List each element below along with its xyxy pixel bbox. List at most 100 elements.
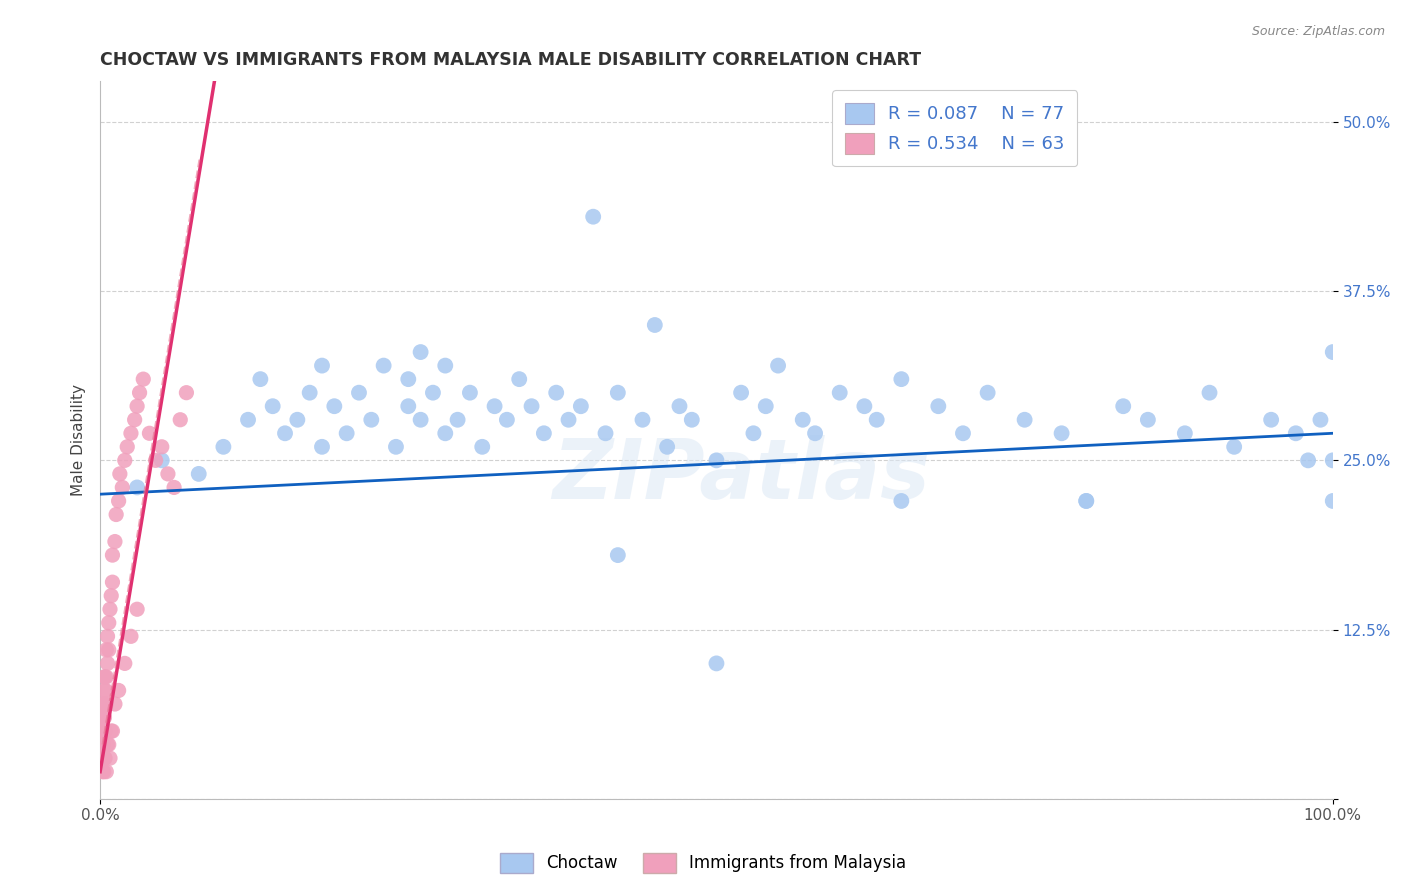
Point: [311, 359, 333, 373]
Point: [93, 724, 115, 739]
Point: [927, 399, 949, 413]
Point: [150, 440, 173, 454]
Point: [93, 670, 115, 684]
Point: [114, 453, 136, 467]
Point: [360, 413, 382, 427]
Point: [890, 494, 912, 508]
Point: [508, 372, 530, 386]
Point: [94, 751, 117, 765]
Point: [128, 385, 150, 400]
Point: [606, 548, 628, 562]
Point: [93, 751, 115, 765]
Point: [156, 467, 179, 481]
Point: [396, 372, 419, 386]
Point: [742, 426, 765, 441]
Point: [766, 359, 789, 373]
Point: [434, 426, 457, 441]
Point: [90, 751, 112, 765]
Point: [595, 426, 617, 441]
Point: [706, 657, 728, 671]
Point: [1112, 399, 1135, 413]
Point: [104, 697, 127, 711]
Point: [91, 738, 114, 752]
Point: [1076, 494, 1098, 508]
Point: [249, 372, 271, 386]
Point: [828, 385, 851, 400]
Point: [100, 724, 122, 739]
Point: [101, 575, 124, 590]
Point: [606, 385, 628, 400]
Point: [409, 345, 432, 359]
Point: [336, 426, 359, 441]
Point: [187, 467, 209, 481]
Point: [484, 399, 506, 413]
Point: [471, 440, 494, 454]
Point: [409, 413, 432, 427]
Point: [546, 385, 568, 400]
Point: [533, 426, 555, 441]
Y-axis label: Male Disability: Male Disability: [72, 384, 86, 496]
Point: [91, 738, 114, 752]
Point: [94, 670, 117, 684]
Point: [93, 764, 115, 779]
Point: [422, 385, 444, 400]
Point: [730, 385, 752, 400]
Point: [853, 399, 876, 413]
Point: [1136, 413, 1159, 427]
Point: [96, 764, 118, 779]
Point: [285, 413, 308, 427]
Point: [114, 657, 136, 671]
Point: [668, 399, 690, 413]
Point: [644, 318, 666, 332]
Point: [96, 657, 118, 671]
Point: [101, 724, 124, 739]
Point: [98, 602, 121, 616]
Point: [96, 643, 118, 657]
Point: [96, 629, 118, 643]
Point: [108, 467, 131, 481]
Point: [373, 359, 395, 373]
Point: [91, 751, 114, 765]
Point: [91, 697, 114, 711]
Point: [96, 697, 118, 711]
Point: [1198, 385, 1220, 400]
Point: [236, 413, 259, 427]
Point: [97, 738, 120, 752]
Point: [347, 385, 370, 400]
Legend: R = 0.087    N = 77, R = 0.534    N = 63: R = 0.087 N = 77, R = 0.534 N = 63: [832, 90, 1077, 167]
Point: [120, 629, 142, 643]
Point: [866, 413, 889, 427]
Point: [298, 385, 321, 400]
Point: [94, 724, 117, 739]
Point: [96, 670, 118, 684]
Point: [150, 453, 173, 467]
Point: [127, 602, 149, 616]
Point: [169, 413, 191, 427]
Point: [111, 480, 134, 494]
Text: ZIPatlas: ZIPatlas: [553, 435, 929, 516]
Point: [396, 399, 419, 413]
Point: [657, 440, 679, 454]
Text: Source: ZipAtlas.com: Source: ZipAtlas.com: [1251, 25, 1385, 38]
Point: [90, 724, 112, 739]
Point: [132, 372, 155, 386]
Point: [93, 697, 115, 711]
Point: [631, 413, 654, 427]
Point: [1296, 453, 1319, 467]
Point: [311, 440, 333, 454]
Point: [127, 399, 149, 413]
Point: [124, 413, 146, 427]
Point: [1260, 413, 1282, 427]
Text: CHOCTAW VS IMMIGRANTS FROM MALAYSIA MALE DISABILITY CORRELATION CHART: CHOCTAW VS IMMIGRANTS FROM MALAYSIA MALE…: [100, 51, 921, 69]
Point: [1285, 426, 1308, 441]
Point: [107, 494, 129, 508]
Point: [385, 440, 408, 454]
Point: [1322, 345, 1344, 359]
Point: [98, 751, 121, 765]
Point: [262, 399, 284, 413]
Point: [582, 210, 605, 224]
Legend: Choctaw, Immigrants from Malaysia: Choctaw, Immigrants from Malaysia: [494, 847, 912, 880]
Point: [93, 683, 115, 698]
Point: [94, 697, 117, 711]
Point: [104, 534, 127, 549]
